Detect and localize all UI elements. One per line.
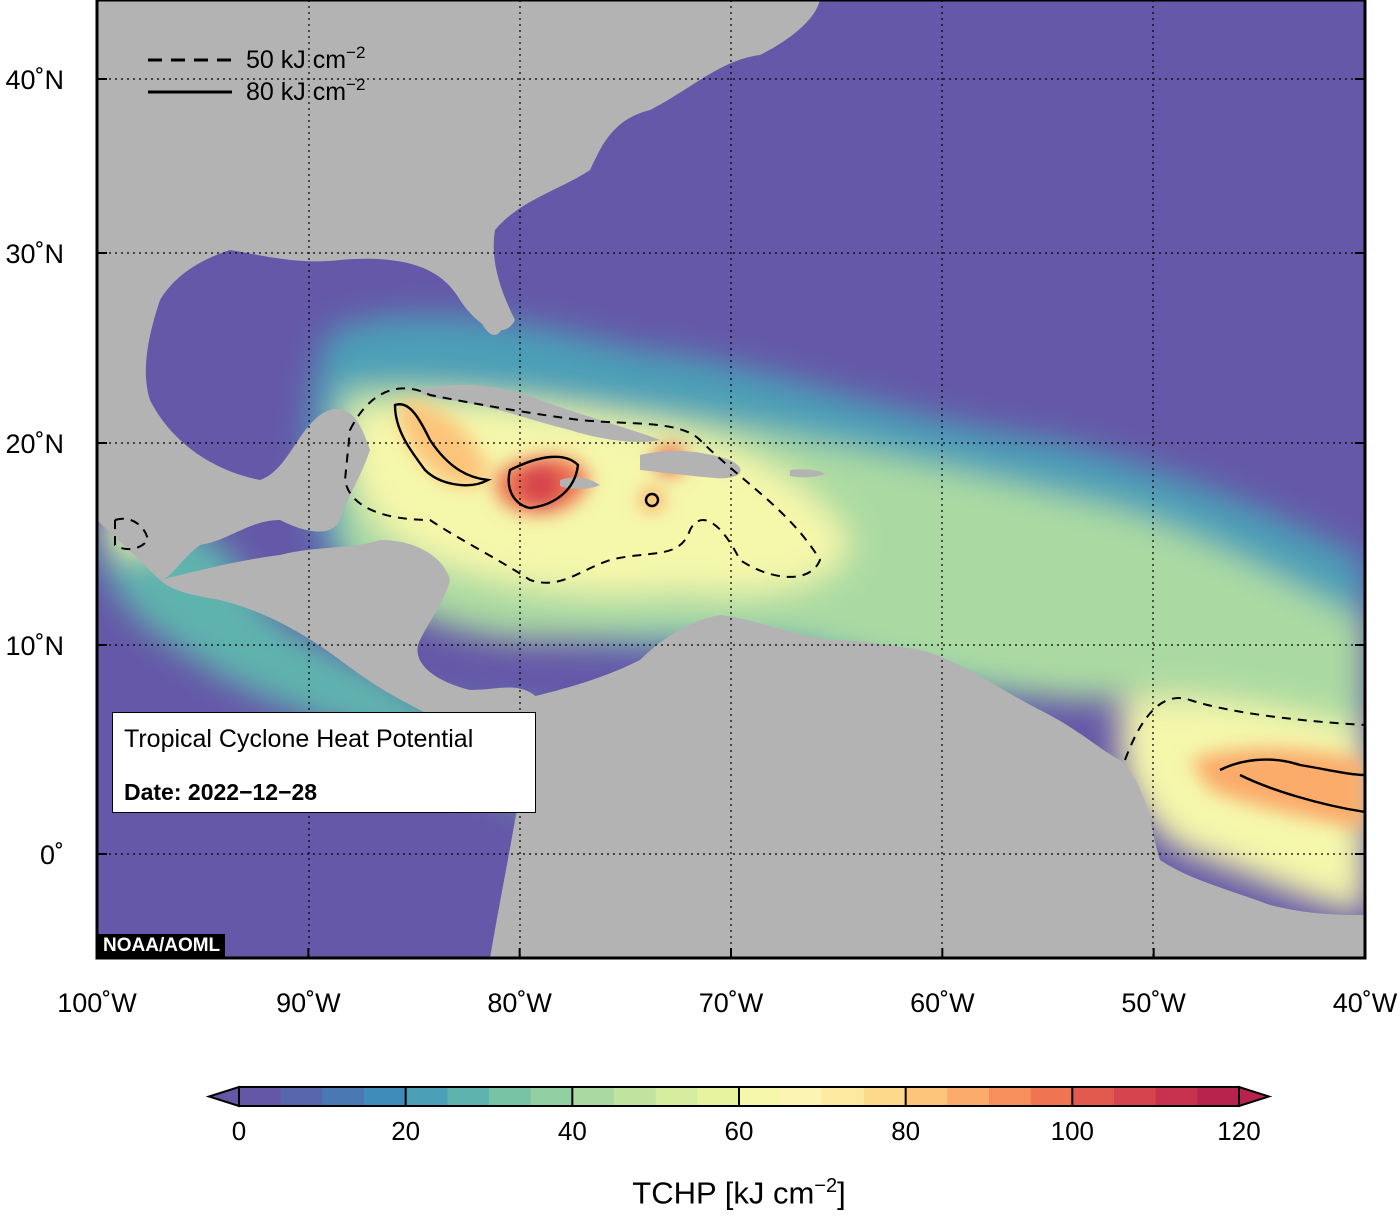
lon-tick-label: 40˚W (1333, 988, 1398, 1018)
contour-legend: 50 kJ cm−2 80 kJ cm−2 (148, 43, 365, 106)
colorbar-segment (614, 1087, 657, 1106)
colorbar-segment (739, 1087, 782, 1106)
colorbar-segment (489, 1087, 532, 1106)
map-date: Date: 2022−12−28 (124, 779, 318, 805)
colorbar-tick-label: 100 (1051, 1116, 1094, 1146)
colorbar-segment (280, 1087, 323, 1106)
colorbar-segment (572, 1087, 615, 1106)
colorbar-tick-label: 20 (391, 1116, 420, 1146)
colorbar-tick-label: 0 (232, 1116, 246, 1146)
colorbar-segment (1030, 1087, 1073, 1106)
lat-tick-label: 10˚N (5, 631, 64, 661)
map-area (97, 0, 1365, 958)
legend-label-50: 50 kJ cm−2 (246, 43, 365, 74)
colorbar-segment (989, 1087, 1032, 1106)
lat-tick-label: 40˚N (5, 65, 64, 95)
colorbar-tick-label: 120 (1217, 1116, 1260, 1146)
colorbar-segment (405, 1087, 448, 1106)
colorbar-segment (322, 1087, 365, 1106)
latitude-axis: 40˚N 30˚N 20˚N 10˚N 0˚ (5, 65, 1365, 870)
colorbar-segment (905, 1087, 948, 1106)
title-box: Tropical Cyclone Heat Potential Date: 20… (112, 712, 536, 813)
lon-tick-label: 90˚W (276, 988, 341, 1018)
colorbar-min-extend (205, 1085, 240, 1108)
colorbar-segment (1114, 1087, 1157, 1106)
colorbar-segment (947, 1087, 990, 1106)
colorbar-tick-label: 40 (558, 1116, 587, 1146)
legend-label-80: 80 kJ cm−2 (246, 75, 365, 106)
lat-tick-label: 20˚N (5, 429, 64, 459)
lat-tick-label: 30˚N (5, 239, 64, 269)
lon-tick-label: 100˚W (57, 988, 137, 1018)
contours (114, 387, 1365, 814)
lat-tick-label: 0˚ (40, 840, 64, 870)
lon-tick-label: 60˚W (910, 988, 975, 1018)
colorbar-max-extend (1238, 1085, 1273, 1108)
colorbar-tick-label: 60 (725, 1116, 754, 1146)
colorbar-segment (530, 1087, 573, 1106)
colorbar-segment (1072, 1087, 1115, 1106)
colorbar-segment (864, 1087, 907, 1106)
colorbar-title: TCHP [kJ cm−2] (632, 1175, 846, 1211)
lon-tick-label: 70˚W (699, 988, 764, 1018)
colorbar-segment (1155, 1087, 1198, 1106)
colorbar: 0 20 40 60 80 100 120 (205, 1085, 1273, 1146)
colorbar-segment (655, 1087, 698, 1106)
colorbar-segment (447, 1087, 490, 1106)
colorbar-segment (364, 1087, 407, 1106)
colorbar-tick-label: 80 (891, 1116, 920, 1146)
map-title: Tropical Cyclone Heat Potential (124, 725, 474, 753)
colorbar-segment (1197, 1087, 1240, 1106)
longitude-axis: 100˚W 90˚W 80˚W 70˚W 60˚W 50˚W 40˚W (57, 948, 1398, 1018)
colorbar-segment (239, 1087, 282, 1106)
credit-label: NOAA/AOML (98, 934, 226, 957)
lon-tick-label: 50˚W (1121, 988, 1186, 1018)
colorbar-segment (780, 1087, 823, 1106)
colorbar-segment (822, 1087, 865, 1106)
lon-tick-label: 80˚W (487, 988, 552, 1018)
colorbar-segment (697, 1087, 740, 1106)
